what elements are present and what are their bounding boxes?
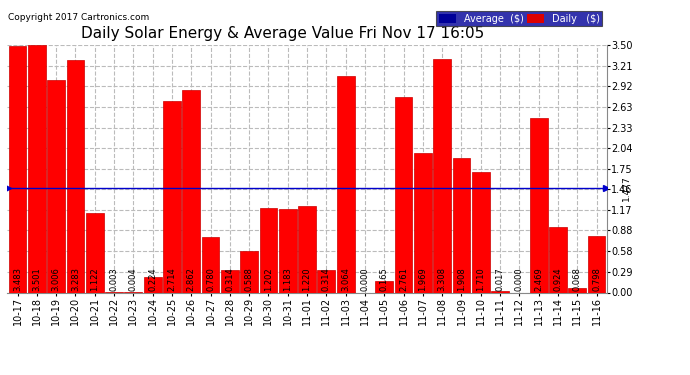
Text: 1.908: 1.908: [457, 267, 466, 291]
Text: 3.483: 3.483: [13, 267, 22, 291]
Bar: [66, 60, 84, 292]
Text: 1.220: 1.220: [302, 267, 312, 291]
Text: 3.064: 3.064: [341, 267, 350, 291]
Text: 1.202: 1.202: [264, 267, 273, 291]
Bar: [453, 158, 471, 292]
Text: 0.314: 0.314: [226, 267, 235, 291]
Text: Copyright 2017 Cartronics.com: Copyright 2017 Cartronics.com: [8, 13, 150, 22]
Bar: [279, 209, 297, 292]
Text: 0.224: 0.224: [148, 267, 157, 291]
Text: 2.469: 2.469: [534, 267, 543, 291]
Text: 0.068: 0.068: [573, 267, 582, 291]
Bar: [201, 237, 219, 292]
Text: 1.710: 1.710: [476, 267, 485, 291]
Text: 1.183: 1.183: [284, 267, 293, 291]
Text: 3.006: 3.006: [52, 267, 61, 291]
Text: 0.017: 0.017: [495, 267, 504, 291]
Text: 1.477: 1.477: [622, 175, 631, 201]
Bar: [491, 291, 509, 292]
Text: 2.761: 2.761: [399, 267, 408, 291]
Bar: [588, 236, 605, 292]
Bar: [375, 281, 393, 292]
Text: 0.314: 0.314: [322, 267, 331, 291]
Text: 2.862: 2.862: [187, 267, 196, 291]
Text: 3.283: 3.283: [71, 267, 80, 291]
Text: 0.924: 0.924: [553, 267, 562, 291]
Bar: [28, 45, 46, 292]
Text: 0.798: 0.798: [592, 267, 601, 291]
Text: 0.000: 0.000: [360, 267, 369, 291]
Bar: [47, 80, 65, 292]
Bar: [86, 213, 104, 292]
Bar: [549, 227, 567, 292]
Bar: [163, 100, 181, 292]
Text: 3.501: 3.501: [32, 267, 41, 291]
Text: 3.308: 3.308: [437, 267, 446, 291]
Bar: [182, 90, 200, 292]
Bar: [433, 58, 451, 292]
Bar: [337, 76, 355, 292]
Bar: [298, 206, 316, 292]
Text: 1.969: 1.969: [418, 267, 427, 291]
Text: 0.165: 0.165: [380, 267, 388, 291]
Text: 1.122: 1.122: [90, 267, 99, 291]
Text: 0.588: 0.588: [245, 267, 254, 291]
Legend: Average  ($), Daily   ($): Average ($), Daily ($): [436, 12, 602, 26]
Title: Daily Solar Energy & Average Value Fri Nov 17 16:05: Daily Solar Energy & Average Value Fri N…: [81, 26, 484, 41]
Bar: [240, 251, 258, 292]
Bar: [9, 46, 26, 292]
Bar: [472, 172, 490, 292]
Bar: [530, 118, 548, 292]
Text: 0.780: 0.780: [206, 267, 215, 291]
Text: 2.714: 2.714: [168, 267, 177, 291]
Bar: [317, 270, 335, 292]
Text: 0.000: 0.000: [515, 267, 524, 291]
Bar: [569, 288, 586, 292]
Text: 0.003: 0.003: [110, 267, 119, 291]
Bar: [395, 97, 413, 292]
Bar: [221, 270, 239, 292]
Bar: [414, 153, 432, 292]
Bar: [144, 277, 161, 292]
Bar: [259, 207, 277, 292]
Text: 0.004: 0.004: [129, 267, 138, 291]
